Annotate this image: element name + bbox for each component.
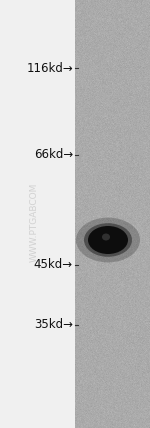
Text: 66kd→: 66kd→ <box>34 149 73 161</box>
Ellipse shape <box>88 226 128 254</box>
Text: 45kd→: 45kd→ <box>34 259 73 271</box>
Ellipse shape <box>76 217 140 262</box>
Text: WWW.PTGABCOM: WWW.PTGABCOM <box>29 183 38 262</box>
Text: 116kd→: 116kd→ <box>26 62 73 74</box>
Ellipse shape <box>102 234 110 241</box>
Ellipse shape <box>84 223 132 257</box>
Text: 35kd→: 35kd→ <box>34 318 73 332</box>
